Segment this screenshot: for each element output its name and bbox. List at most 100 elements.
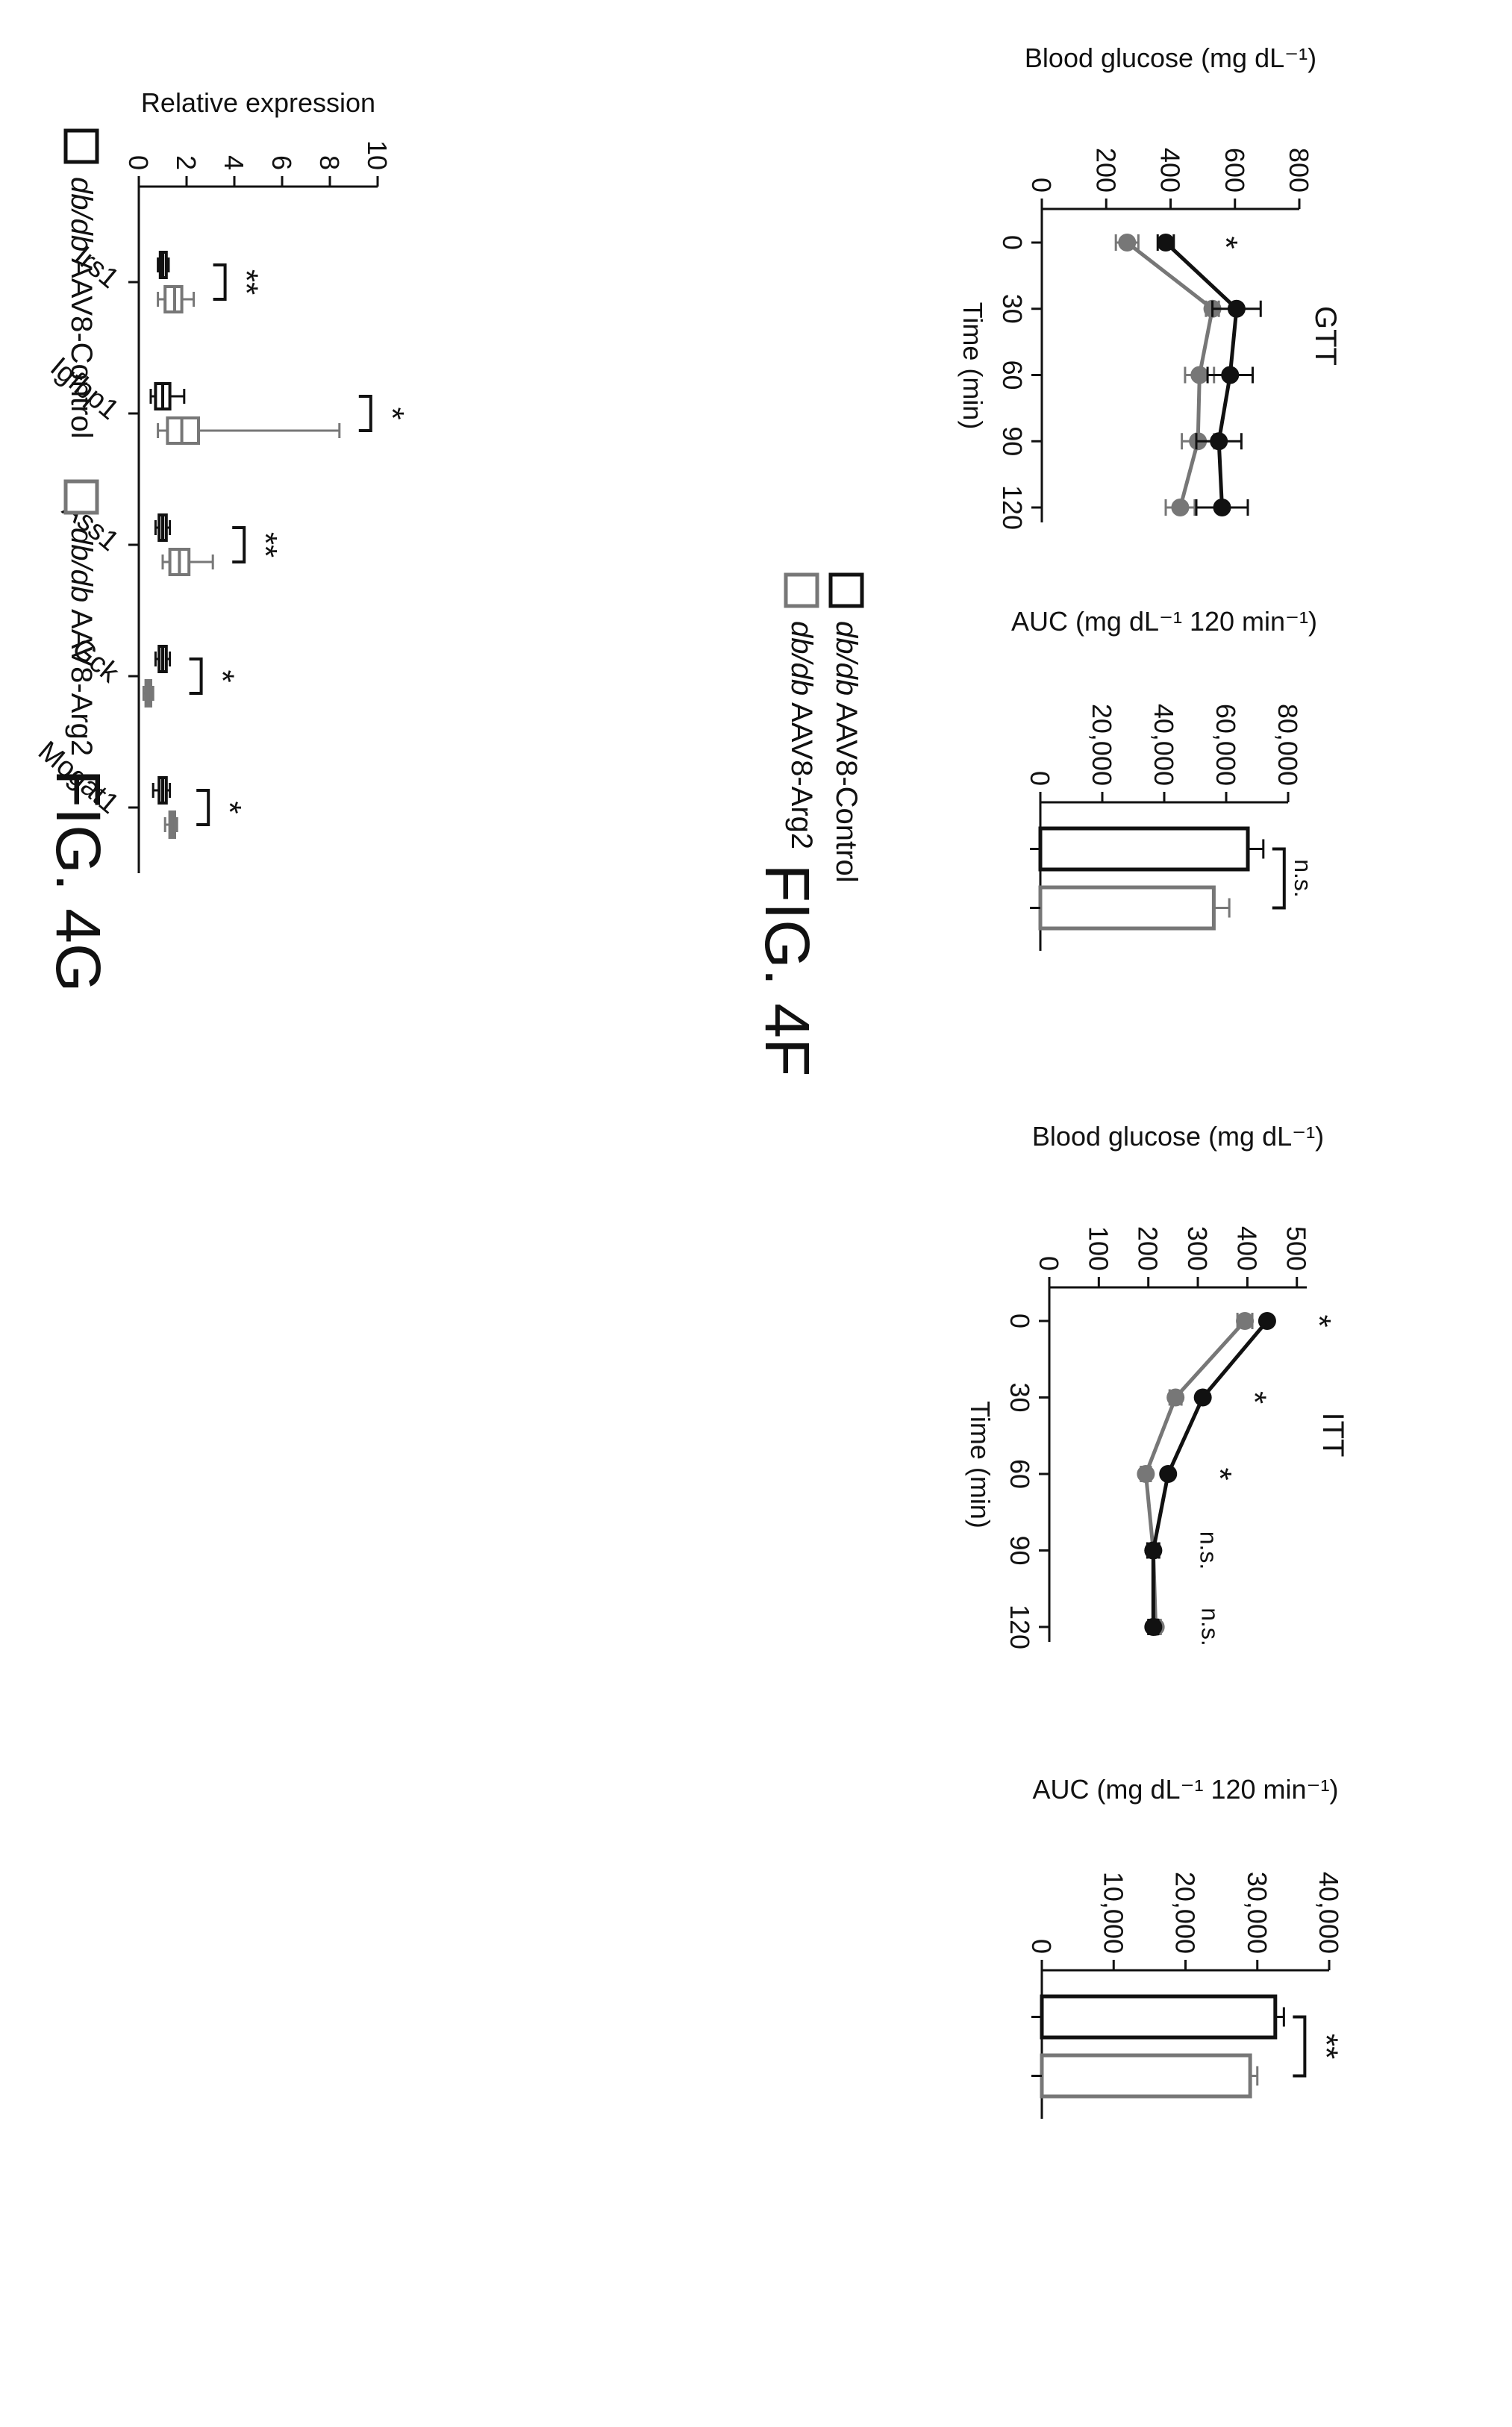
x-tick-label: 30	[997, 294, 1028, 324]
gtt-auc-chart: 0 20,000 40,000 60,000 80,000 AUC (mg dL⁻¹ 12…	[1011, 606, 1317, 951]
y-tick-label: 400	[1231, 1226, 1262, 1271]
y-tick-label: 40,000	[1313, 1872, 1344, 1954]
x-tick-label: 60	[997, 360, 1028, 390]
figure-label-4f: FIG. 4F	[752, 864, 822, 1077]
y-tick-label: 500	[1281, 1226, 1312, 1271]
data-point-control	[1221, 366, 1240, 384]
significance-bracket	[232, 526, 246, 563]
gtt-chart: 0 200 400 600 800 0 30 60 90 120 Time (min) Blood g…	[958, 43, 1342, 530]
significance-mark: **	[1308, 2034, 1344, 2059]
y-tick-label: 0	[1026, 178, 1057, 193]
y-tick-label: 600	[1219, 148, 1250, 193]
data-point-control	[1159, 1465, 1178, 1483]
data-point-arg2	[1190, 366, 1209, 384]
y-tick-label: 0	[1026, 1939, 1057, 1954]
x-tick-label: 0	[997, 235, 1028, 250]
legend-label-text: AAV8-Control	[65, 252, 98, 439]
significance-bracket	[358, 395, 372, 432]
y-tick-label: 2	[171, 155, 202, 170]
y-tick-label: 100	[1083, 1226, 1113, 1271]
chart-title: GTT	[1309, 306, 1342, 366]
significance-bracket	[189, 657, 203, 695]
x-axis-label: Time (min)	[958, 302, 988, 430]
data-point-control	[1258, 1312, 1276, 1330]
data-point-control	[1193, 1388, 1212, 1407]
y-axis-label: AUC (mg dL⁻¹ 120 min⁻¹)	[1032, 1774, 1338, 1805]
significance-mark: *	[1237, 1391, 1273, 1404]
bar-arg2	[1040, 2053, 1252, 2099]
bar-control	[1038, 826, 1250, 872]
x-tick-label: 120	[997, 485, 1028, 530]
legend-swatch-arg2	[784, 572, 819, 608]
data-point-control	[1227, 299, 1246, 318]
y-tick-label: 20,000	[1087, 704, 1117, 786]
legend-swatch-arg2	[63, 479, 99, 515]
y-tick-label: 300	[1182, 1226, 1213, 1271]
significance-mark: *	[211, 801, 248, 813]
data-point-control	[1210, 432, 1228, 451]
y-tick-label: 800	[1284, 148, 1314, 193]
data-point-arg2	[1171, 499, 1190, 516]
significance-bracket	[213, 263, 227, 301]
legend-swatch-control	[828, 572, 864, 608]
y-axis-label: AUC (mg dL⁻¹ 120 min⁻¹)	[1011, 606, 1317, 637]
y-tick-label: 4	[219, 155, 249, 170]
x-tick-label: 60	[1005, 1459, 1035, 1489]
y-tick-label: 200	[1090, 148, 1121, 193]
legend-swatch-control	[63, 128, 99, 164]
y-tick-label: 30,000	[1242, 1872, 1272, 1954]
data-point-arg2	[1236, 1312, 1255, 1330]
significance-mark: *	[1301, 1314, 1337, 1327]
y-tick-label: 400	[1155, 148, 1186, 193]
significance-mark: **	[228, 269, 265, 295]
legend-label-arg2: db/db AAV8-Arg2	[65, 528, 98, 756]
data-point-control	[1144, 1541, 1163, 1560]
y-tick-label: 40,000	[1149, 704, 1179, 786]
x-tick-label: 30	[1005, 1382, 1035, 1412]
legend-label-control: db/db AAV8-Control	[65, 177, 98, 439]
significance-bracket	[1272, 847, 1286, 910]
significance-mark: *	[374, 407, 410, 419]
y-tick-label: 0	[1034, 1256, 1064, 1271]
x-axis-label: Time (min)	[965, 1401, 996, 1528]
x-tick-label: 90	[1005, 1535, 1035, 1565]
data-point-arg2	[1166, 1388, 1185, 1407]
data-point-arg2	[1118, 234, 1137, 252]
significance-mark: n.s.	[1290, 859, 1316, 898]
y-axis-label: Blood glucose (mg dL⁻¹)	[1032, 1121, 1324, 1152]
y-tick-label: 10,000	[1098, 1872, 1128, 1954]
bar-control	[1040, 1994, 1278, 2040]
y-tick-label: 0	[123, 155, 154, 170]
y-tick-label: 0	[1025, 771, 1055, 786]
significance-bracket	[1293, 2015, 1307, 2078]
legend-label-italic: db/db	[785, 621, 818, 696]
significance-mark: *	[1208, 236, 1244, 249]
y-tick-label: 10	[362, 140, 393, 170]
legend-label-italic: db/db	[65, 177, 98, 252]
y-tick-label: 80,000	[1272, 704, 1303, 786]
significance-mark: n.s.	[1195, 1531, 1222, 1570]
legend-label-arg2: db/db AAV8-Arg2	[785, 621, 818, 849]
legend-label-text: AAV8-Arg2	[65, 602, 98, 756]
significance-mark: *	[204, 669, 241, 682]
y-tick-label: 60,000	[1210, 704, 1241, 786]
y-tick-label: 6	[266, 155, 297, 170]
y-axis-label: Blood glucose (mg dL⁻¹)	[1025, 43, 1316, 73]
significance-mark: **	[247, 532, 284, 557]
itt-auc-chart: 0 10,000 20,000 30,000 40,000 AUC (mg dL⁻¹ 12…	[1026, 1774, 1344, 2119]
data-point-control	[1144, 1618, 1163, 1636]
data-point-arg2	[1137, 1465, 1155, 1483]
chart-title: ITT	[1316, 1413, 1349, 1458]
y-tick-label: 20,000	[1170, 1872, 1201, 1954]
y-tick-label: 8	[314, 155, 345, 170]
significance-mark: *	[1202, 1467, 1238, 1480]
data-point-control	[1157, 234, 1175, 252]
itt-chart: 0 100 200 300 400 500 0 30 60 90 120 Time (min) Bloo…	[965, 1121, 1349, 1649]
x-tick-label: 0	[1005, 1314, 1035, 1328]
legend-label-italic: db/db	[830, 621, 863, 696]
